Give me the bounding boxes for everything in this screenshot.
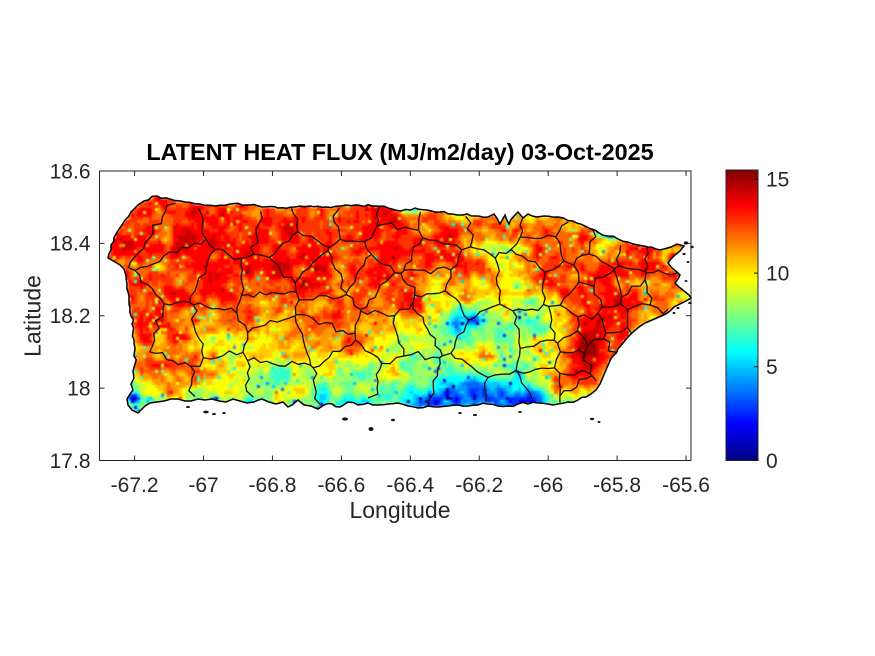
svg-text:-66.4: -66.4 <box>386 474 434 497</box>
svg-text:15: 15 <box>766 169 789 192</box>
svg-text:18: 18 <box>67 377 90 400</box>
svg-text:10: 10 <box>766 262 789 285</box>
svg-text:18.2: 18.2 <box>50 305 91 328</box>
svg-text:18.6: 18.6 <box>50 160 91 183</box>
svg-text:-66.6: -66.6 <box>317 474 365 497</box>
svg-text:Latitude: Latitude <box>20 275 46 357</box>
svg-text:-65.8: -65.8 <box>593 474 641 497</box>
svg-text:17.8: 17.8 <box>50 450 91 473</box>
svg-text:-66.8: -66.8 <box>249 474 297 497</box>
svg-text:-66.2: -66.2 <box>455 474 503 497</box>
svg-text:-66: -66 <box>533 474 563 497</box>
svg-text:-65.6: -65.6 <box>662 474 710 497</box>
svg-text:-67.2: -67.2 <box>111 474 159 497</box>
svg-text:LATENT HEAT FLUX (MJ/m2/day) 0: LATENT HEAT FLUX (MJ/m2/day) 03-Oct-2025 <box>146 139 653 165</box>
svg-text:18.4: 18.4 <box>50 233 91 256</box>
svg-text:-67: -67 <box>188 474 218 497</box>
svg-text:Longitude: Longitude <box>349 497 450 523</box>
svg-text:5: 5 <box>766 356 778 379</box>
svg-text:0: 0 <box>766 450 778 473</box>
